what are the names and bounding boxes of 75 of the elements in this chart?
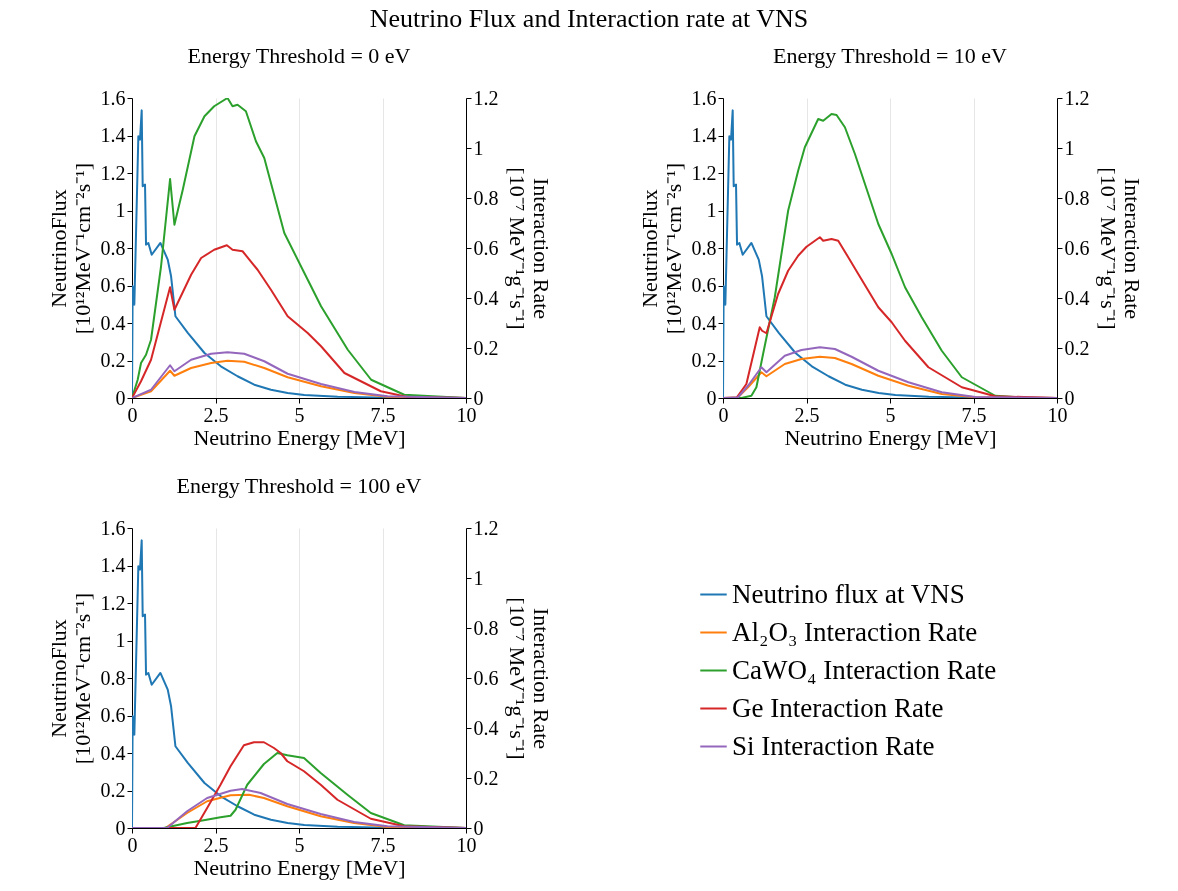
legend-label: Si Interaction Rate xyxy=(732,730,935,761)
y-tick-label: 1.2 xyxy=(100,161,126,184)
x-tick-label: 7.5 xyxy=(370,833,396,856)
chart-subtitle: Energy Threshold = 0 eV xyxy=(187,43,411,68)
y-tick-label: 0.4 xyxy=(100,311,126,334)
y-tick-label: 1 xyxy=(115,629,126,651)
y2-tick-label: 0.4 xyxy=(473,716,499,739)
x-tick-label: 5 xyxy=(294,833,305,856)
y2-tick-label: 1 xyxy=(473,136,484,159)
x-tick-label: 2.5 xyxy=(794,403,820,426)
legend-label: CaWO₄ Interaction Rate xyxy=(732,654,997,685)
y-tick-label: 0 xyxy=(706,386,717,409)
y2-tick-label: 0 xyxy=(1064,386,1075,409)
y2-tick-label: 0.4 xyxy=(1064,286,1090,309)
y2-tick-label: 0.6 xyxy=(473,236,499,259)
y-tick-label: 0.4 xyxy=(100,741,126,764)
y-tick-label: 0.8 xyxy=(691,236,717,259)
y-tick-label: 1.6 xyxy=(100,86,126,109)
y-tick-label: 0.2 xyxy=(100,349,126,371)
y-tick-label: 0 xyxy=(115,386,126,409)
y-tick-label: 0.8 xyxy=(100,236,126,259)
y-tick-label: 1 xyxy=(115,199,126,221)
y-tick-label: 0.6 xyxy=(100,274,126,296)
y2-axis-title: Interaction Rate [10⁻⁷ MeV⁻¹g⁻¹s⁻¹] xyxy=(504,167,554,330)
y2-tick-label: 0.8 xyxy=(1064,186,1090,209)
text: Neutrino Flux and Interaction rate at VNS xyxy=(368,4,810,34)
y-tick-label: 1.4 xyxy=(691,124,717,146)
x-axis-title: Neutrino Energy [MeV] xyxy=(784,424,997,450)
y-tick-label: 0.2 xyxy=(691,349,717,371)
chart-subtitle: Energy Threshold = 10 eV xyxy=(773,43,1008,68)
y2-tick-label: 0.8 xyxy=(473,616,499,639)
x-tick-label: 5 xyxy=(885,403,896,426)
x-tick-label: 7.5 xyxy=(370,403,396,426)
legend-label: Ge Interaction Rate xyxy=(732,692,944,723)
y-tick-label: 0.4 xyxy=(691,311,717,334)
y2-axis-title: Interaction Rate [10⁻⁷ MeV⁻¹g⁻¹s⁻¹] xyxy=(1095,167,1145,330)
x-axis-title: Neutrino Energy [MeV] xyxy=(193,854,406,880)
x-tick-label: 5 xyxy=(294,403,305,426)
y2-tick-label: 1.2 xyxy=(1064,86,1090,109)
y2-tick-label: 1.2 xyxy=(473,516,499,539)
y-tick-label: 0 xyxy=(115,816,126,839)
y2-tick-label: 0.8 xyxy=(473,186,499,209)
y2-tick-label: 1.2 xyxy=(473,86,499,109)
y2-tick-label: 1 xyxy=(1064,136,1075,159)
y-tick-label: 1.2 xyxy=(100,591,126,614)
y2-tick-label: 0.4 xyxy=(473,286,499,309)
y-axis-title: NeutrinoFlux [10¹²MeV⁻¹cm⁻²s⁻¹] xyxy=(636,162,686,335)
y-tick-label: 0.8 xyxy=(100,666,126,689)
y-tick-label: 0.2 xyxy=(100,779,126,801)
y-tick-label: 1.4 xyxy=(100,124,126,146)
legend-label: Al₂O₃ Interaction Rate xyxy=(732,616,978,647)
y-axis-title: NeutrinoFlux [10¹²MeV⁻¹cm⁻²s⁻¹] xyxy=(45,592,95,765)
y2-tick-label: 0.2 xyxy=(1064,336,1090,359)
y2-tick-label: 0.2 xyxy=(473,766,499,789)
y-tick-label: 1.2 xyxy=(691,161,717,184)
x-tick-label: 2.5 xyxy=(203,403,229,426)
legend-label: Neutrino flux at VNS xyxy=(732,578,965,609)
x-tick-label: 7.5 xyxy=(961,403,987,426)
y2-tick-label: 0 xyxy=(473,386,484,409)
y-tick-label: 0.6 xyxy=(100,704,126,726)
y-tick-label: 1 xyxy=(706,199,717,221)
y-tick-label: 0.6 xyxy=(691,274,717,296)
y-tick-label: 1.6 xyxy=(691,86,717,109)
y2-axis-title: Interaction Rate [10⁻⁷ MeV⁻¹g⁻¹s⁻¹] xyxy=(504,597,554,760)
y2-tick-label: 0 xyxy=(473,816,484,839)
y-tick-label: 1.6 xyxy=(100,516,126,539)
chart-subtitle: Energy Threshold = 100 eV xyxy=(176,473,422,498)
x-tick-label: 2.5 xyxy=(203,833,229,856)
y2-tick-label: 1 xyxy=(473,566,484,589)
y-tick-label: 1.4 xyxy=(100,554,126,576)
y2-tick-label: 0.2 xyxy=(473,336,499,359)
x-axis-title: Neutrino Energy [MeV] xyxy=(193,424,406,450)
y2-tick-label: 0.6 xyxy=(473,666,499,689)
y-axis-title: NeutrinoFlux [10¹²MeV⁻¹cm⁻²s⁻¹] xyxy=(45,162,95,335)
y2-tick-label: 0.6 xyxy=(1064,236,1090,259)
